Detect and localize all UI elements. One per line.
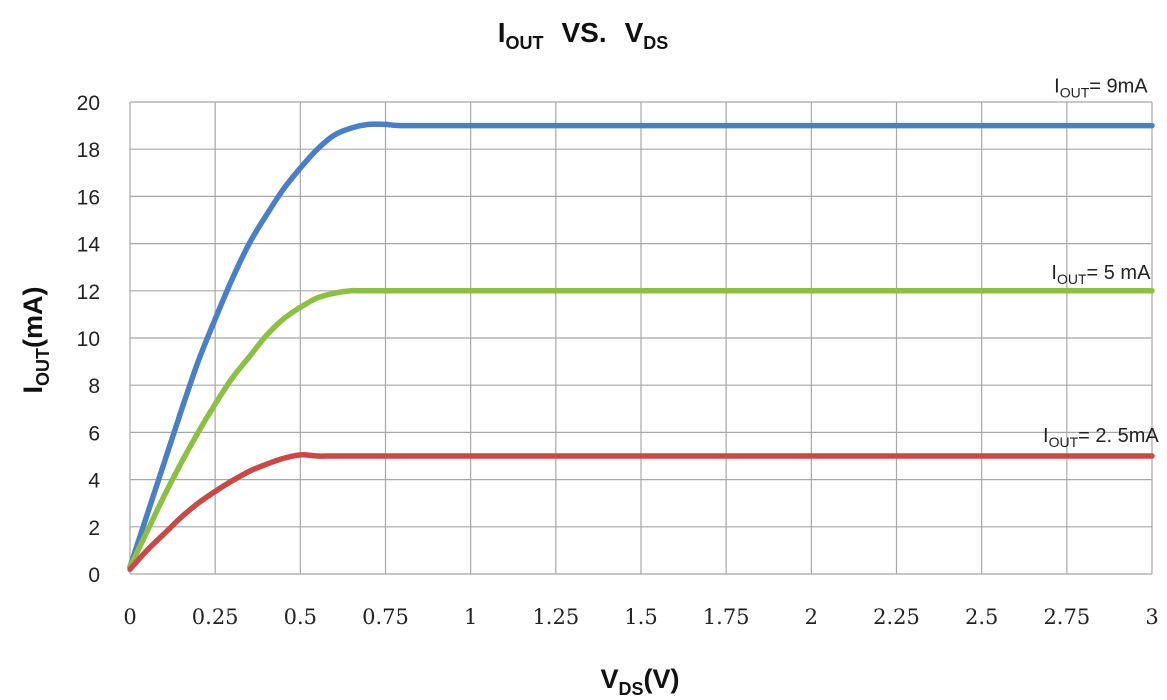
series-line-1 [127,121,1155,570]
y-tick-label: 4 [88,470,100,493]
x-tick-label: 1 [464,605,477,629]
x-tick-label: 1.25 [532,605,579,629]
y-axis-label: IOUT(mA) [18,286,53,393]
title-main2: V [625,17,644,48]
y-tick-label: 2 [88,517,100,540]
x-tick-label: 2.5 [965,605,998,629]
x-tick-label: 3 [1145,605,1158,629]
y-tick-label: 16 [77,186,100,209]
series-annotation-1: IOUT= 9mA [1054,76,1148,101]
series-line-2 [127,287,1155,570]
series-line-3 [127,452,1155,573]
x-tick-label: 0.5 [284,605,317,629]
y-tick-label: 6 [88,422,100,445]
x-tick-label: 2.75 [1043,605,1090,629]
y-tick-label: 8 [88,375,100,398]
x-axis-label: VDS(V) [600,664,679,699]
x-tick-label: 0.25 [192,605,239,629]
x-tick-label: 2 [805,605,818,629]
x-tick-label: 1.5 [624,605,657,629]
title-main: I [498,17,506,48]
x-tick-label: 0.75 [362,605,409,629]
y-tick-labels: 0 2 4 6 8 10 12 14 16 18 20 [77,92,101,587]
y-tick-label: 18 [77,139,100,162]
x-tick-labels: 0 0.25 0.5 0.75 1 1.25 1.5 1.75 2 2.25 2.5 2.75 3 [123,605,1158,629]
series-annotation-2: IOUT= 5 mA [1051,262,1151,287]
x-tick-label: 1.75 [703,605,750,629]
title-sub: OUT [505,33,543,53]
x-tick-label: 0 [123,605,136,629]
title-middle: VS. [561,17,606,48]
y-tick-label: 14 [77,234,101,257]
y-tick-label: 10 [77,328,100,351]
y-tick-label: 12 [77,281,100,304]
x-tick-label: 2.25 [873,605,920,629]
series-annotation-3: IOUT= 2. 5mA [1043,425,1159,450]
series-group [127,121,1155,573]
annotations: IOUT= 9mA IOUT= 5 mA IOUT= 2. 5mA [1043,76,1159,450]
chart-title: IOUT VS. VDS [498,17,669,53]
title-sub2: DS [643,33,668,53]
grid [129,101,1153,575]
y-tick-label: 20 [77,92,100,115]
y-tick-label: 0 [88,564,100,587]
